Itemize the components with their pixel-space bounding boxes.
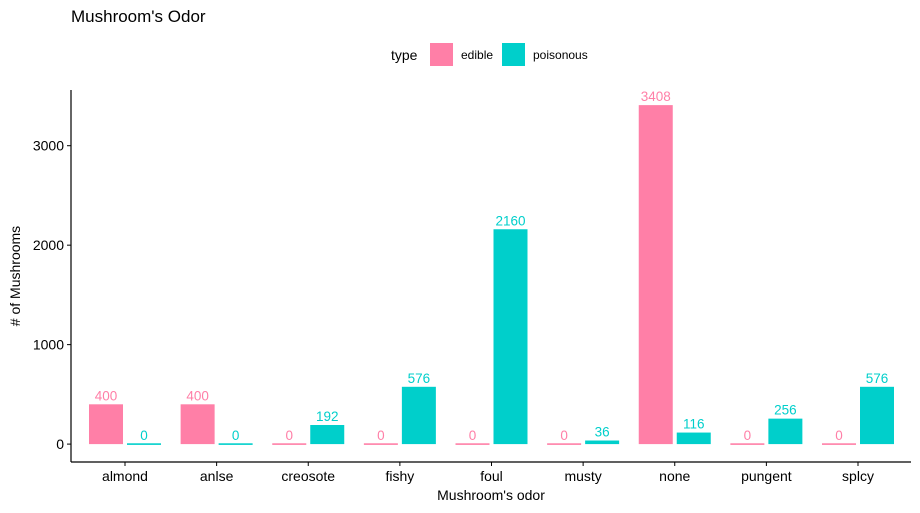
bar-edible: [455, 443, 490, 445]
legend-key-edible: [430, 43, 453, 66]
plot-area: 400 0 400 0 0 192 0 576 0 2160 0 36 3408 116 0 256 0 576: [89, 89, 894, 445]
data-label-poisonous: 576: [408, 371, 431, 386]
bar-poisonous: [768, 418, 803, 445]
bar-poisonous: [401, 386, 436, 445]
data-label-edible: 0: [285, 428, 293, 443]
x-axis-label: Mushroom's odor: [437, 487, 545, 503]
data-label-edible: 0: [377, 428, 385, 443]
legend-key-poisonous: [502, 43, 525, 66]
chart-title: Mushroom's Odor: [71, 7, 206, 26]
data-label-poisonous: 116: [683, 417, 705, 432]
bar-edible: [89, 404, 123, 445]
data-label-poisonous: 0: [232, 428, 240, 443]
bar-edible: [730, 443, 765, 445]
x-tick-label: pungent: [741, 468, 792, 484]
legend-label-edible: edible: [461, 48, 493, 62]
legend: type edible poisonous: [391, 43, 588, 66]
x-tick-label: almond: [102, 468, 148, 484]
x-tick-label: none: [659, 468, 690, 484]
data-label-poisonous: 36: [595, 425, 610, 440]
bar-poisonous: [676, 432, 711, 445]
x-tick-label: musty: [564, 468, 601, 484]
data-label-poisonous: 0: [140, 428, 148, 443]
bar-poisonous: [493, 229, 528, 445]
x-tick-label: creosote: [281, 468, 335, 484]
y-tick-label: 1000: [33, 337, 64, 353]
y-tick-label: 0: [56, 436, 64, 452]
bar-edible: [180, 404, 215, 445]
y-tick-label: 2000: [33, 237, 64, 253]
bar-poisonous: [585, 440, 620, 445]
bar-edible: [547, 443, 582, 445]
x-tick-label: foul: [480, 468, 503, 484]
bar-poisonous: [860, 386, 894, 445]
data-label-edible: 0: [744, 428, 752, 443]
bar-edible: [272, 443, 307, 445]
legend-label-poisonous: poisonous: [533, 48, 588, 62]
x-tick-label: fishy: [385, 468, 414, 484]
data-label-edible: 3408: [641, 89, 671, 104]
data-label-poisonous: 2160: [495, 213, 525, 228]
y-tick-label: 3000: [33, 138, 64, 154]
data-label-edible: 0: [469, 428, 477, 443]
data-label-poisonous: 256: [774, 403, 797, 418]
data-label-edible: 400: [95, 388, 118, 403]
legend-title: type: [391, 47, 418, 63]
data-label-edible: 0: [560, 428, 568, 443]
x-tick-label: splcy: [842, 468, 874, 484]
bar-poisonous: [218, 443, 253, 445]
bar-edible: [822, 443, 856, 445]
data-label-poisonous: 192: [316, 409, 339, 424]
bar-poisonous: [310, 424, 345, 445]
bar-edible: [638, 105, 673, 445]
data-label-edible: 400: [186, 388, 209, 403]
y-axis-label: # of Mushrooms: [7, 226, 23, 326]
data-label-edible: 0: [835, 428, 843, 443]
x-tick-label: anlse: [200, 468, 234, 484]
data-label-poisonous: 576: [866, 371, 889, 386]
bar-poisonous: [127, 443, 161, 445]
bar-edible: [363, 443, 398, 445]
